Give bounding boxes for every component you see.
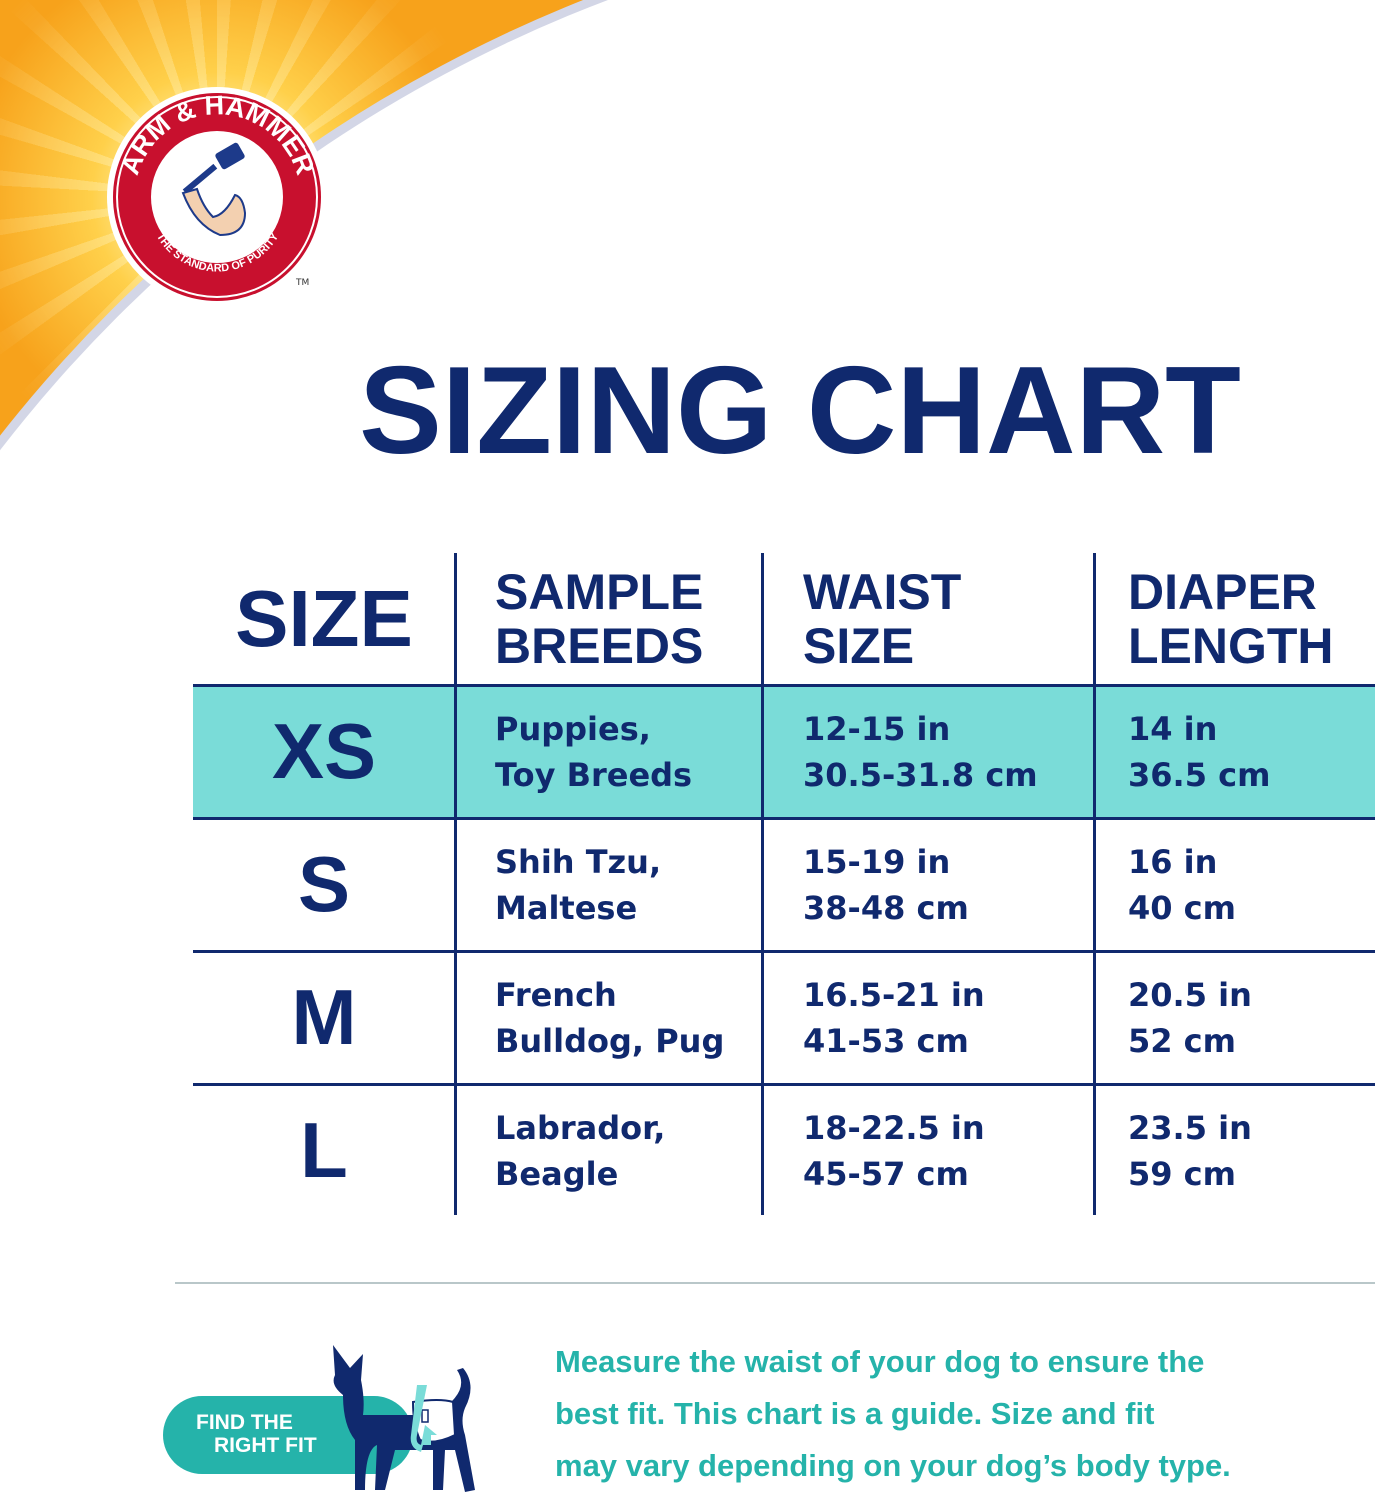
- length-cell: 14 in 36.5 cm: [1128, 685, 1368, 818]
- size-cell: XS: [193, 685, 455, 818]
- waist-cell-text: 18-22.5 in: [803, 1108, 985, 1147]
- row-divider: [193, 950, 1375, 953]
- length-cell-text: 40 cm: [1128, 888, 1236, 927]
- dog-wearing-diaper-icon: [333, 1345, 475, 1492]
- size-cell-text: L: [300, 1106, 348, 1194]
- header-size: SIZE: [193, 553, 455, 685]
- breeds-cell-text: Bulldog, Pug: [495, 1021, 725, 1060]
- length-cell: 23.5 in 59 cm: [1128, 1084, 1368, 1217]
- breeds-cell: Shih Tzu, Maltese: [495, 818, 757, 951]
- size-cell-text: M: [291, 973, 357, 1061]
- length-cell-text: 52 cm: [1128, 1021, 1236, 1060]
- row-divider: [193, 817, 1375, 820]
- waist-cell: 18-22.5 in 45-57 cm: [803, 1084, 1088, 1217]
- waist-cell: 16.5-21 in 41-53 cm: [803, 951, 1088, 1084]
- length-cell: 16 in 40 cm: [1128, 818, 1368, 951]
- size-cell: L: [193, 1084, 455, 1217]
- length-cell-text: 16 in: [1128, 842, 1218, 881]
- section-divider: [175, 1282, 1375, 1284]
- breeds-cell-text: Maltese: [495, 888, 638, 927]
- sizing-note: Measure the waist of your dog to ensure …: [555, 1344, 1231, 1483]
- size-cell-text: S: [297, 840, 351, 928]
- breeds-cell-text: Toy Breeds: [495, 755, 693, 794]
- waist-cell-text: 30.5-31.8 cm: [803, 755, 1038, 794]
- size-cell-text: XS: [271, 707, 377, 795]
- header-waist: WAIST SIZE: [803, 553, 1088, 685]
- badge-line: FIND THE: [196, 1411, 293, 1434]
- breeds-cell-text: Labrador,: [495, 1108, 666, 1147]
- waist-cell-text: 38-48 cm: [803, 888, 969, 927]
- sizing-table: SIZE SAMPLE BREEDS WAIST SIZE DIAPER LENGTH…: [193, 553, 1375, 1215]
- waist-cell-text: 45-57 cm: [803, 1154, 969, 1193]
- table-row: XS Puppies, Toy Breeds 12-15 in 30.5-31.8 cm…: [193, 685, 1375, 818]
- table-row: L Labrador, Beagle 18-22.5 in 45-57 cm 23.5 i…: [193, 1084, 1375, 1217]
- length-cell-text: 59 cm: [1128, 1154, 1236, 1193]
- waist-cell-text: 12-15 in: [803, 709, 951, 748]
- waist-cell: 15-19 in 38-48 cm: [803, 818, 1088, 951]
- breeds-cell-text: Beagle: [495, 1154, 619, 1193]
- length-cell-text: 36.5 cm: [1128, 755, 1271, 794]
- header-text: SIZE: [803, 618, 915, 674]
- header-length: DIAPER LENGTH: [1128, 553, 1368, 685]
- table-row: M French Bulldog, Pug 16.5-21 in 41-53 cm 20.…: [193, 951, 1375, 1084]
- length-cell-text: 20.5 in: [1128, 975, 1252, 1014]
- table-header: SIZE SAMPLE BREEDS WAIST SIZE DIAPER LENGTH: [193, 553, 1375, 685]
- waist-cell-text: 41-53 cm: [803, 1021, 969, 1060]
- header-breeds: SAMPLE BREEDS: [495, 553, 757, 685]
- breeds-cell-text: French: [495, 975, 617, 1014]
- page-title: SIZING CHART: [359, 342, 1241, 480]
- arm-and-hammer-logo: ARM & HAMMER THE STANDARD OF PURITY: [107, 87, 327, 307]
- header-text: WAIST: [803, 564, 962, 620]
- waist-cell: 12-15 in 30.5-31.8 cm: [803, 685, 1088, 818]
- breeds-cell-text: Puppies,: [495, 709, 651, 748]
- trademark: TM: [296, 278, 310, 288]
- length-cell-text: 23.5 in: [1128, 1108, 1252, 1147]
- breeds-cell-text: Shih Tzu,: [495, 842, 662, 881]
- row-divider: [193, 684, 1375, 687]
- header-text: BREEDS: [495, 618, 704, 674]
- length-cell-text: 14 in: [1128, 709, 1218, 748]
- header-text: SIZE: [235, 574, 413, 663]
- breeds-cell: French Bulldog, Pug: [495, 951, 757, 1084]
- row-divider: [193, 1083, 1375, 1086]
- arm-hammer-icon: [181, 142, 247, 237]
- header-text: SAMPLE: [495, 564, 704, 620]
- size-cell: M: [193, 951, 455, 1084]
- table-row: S Shih Tzu, Maltese 15-19 in 38-48 cm 16 in 40…: [193, 818, 1375, 951]
- badge-line: RIGHT FIT: [214, 1434, 317, 1457]
- breeds-cell: Labrador, Beagle: [495, 1084, 757, 1217]
- waist-cell-text: 16.5-21 in: [803, 975, 985, 1014]
- column-divider: [761, 553, 764, 1215]
- length-cell: 20.5 in 52 cm: [1128, 951, 1368, 1084]
- header-text: LENGTH: [1128, 618, 1334, 674]
- header-text: DIAPER: [1128, 564, 1317, 620]
- column-divider: [454, 553, 457, 1215]
- breeds-cell: Puppies, Toy Breeds: [495, 685, 757, 818]
- column-divider: [1093, 553, 1096, 1215]
- size-cell: S: [193, 818, 455, 951]
- waist-cell-text: 15-19 in: [803, 842, 951, 881]
